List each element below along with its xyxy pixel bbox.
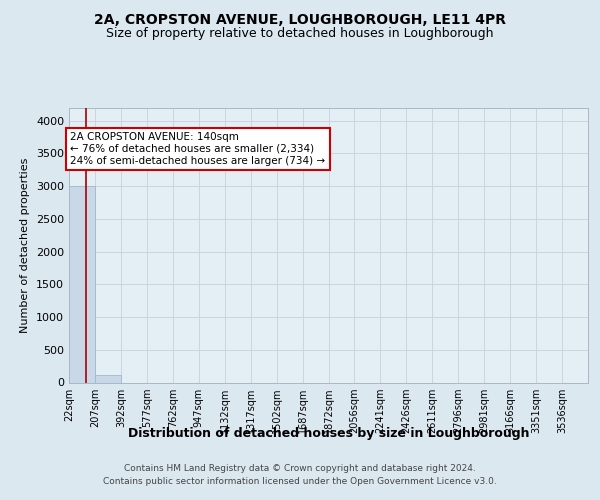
Text: 2A CROPSTON AVENUE: 140sqm
← 76% of detached houses are smaller (2,334)
24% of s: 2A CROPSTON AVENUE: 140sqm ← 76% of deta… (70, 132, 326, 166)
Bar (69, 186, 95, 382)
Text: Distribution of detached houses by size in Loughborough: Distribution of detached houses by size … (128, 428, 530, 440)
Bar (95, 376, 121, 382)
Text: Contains public sector information licensed under the Open Government Licence v3: Contains public sector information licen… (103, 478, 497, 486)
Text: Size of property relative to detached houses in Loughborough: Size of property relative to detached ho… (106, 26, 494, 40)
Text: Contains HM Land Registry data © Crown copyright and database right 2024.: Contains HM Land Registry data © Crown c… (124, 464, 476, 473)
Text: 2A, CROPSTON AVENUE, LOUGHBOROUGH, LE11 4PR: 2A, CROPSTON AVENUE, LOUGHBOROUGH, LE11 … (94, 12, 506, 26)
Y-axis label: Number of detached properties: Number of detached properties (20, 158, 31, 332)
